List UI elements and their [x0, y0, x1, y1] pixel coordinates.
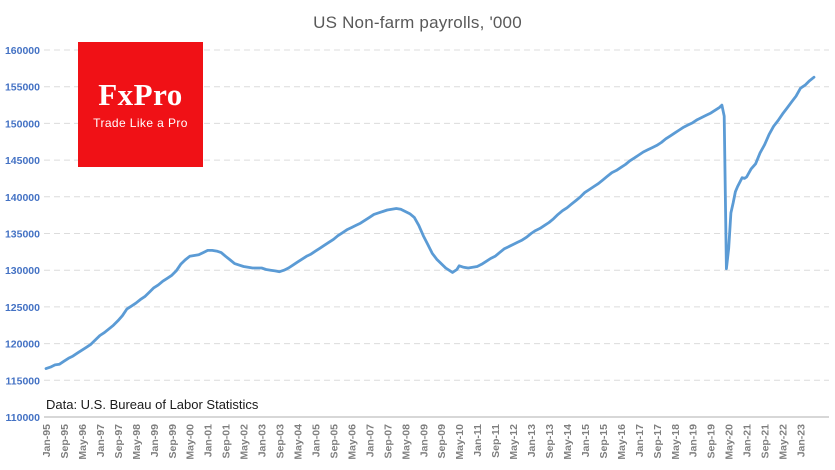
- x-tick-label: Jan-19: [688, 424, 700, 457]
- x-tick-label: Sep-21: [760, 424, 772, 459]
- fxpro-logo: FxPro Trade Like a Pro: [78, 42, 203, 167]
- x-tick-label: Sep-17: [652, 424, 664, 459]
- x-tick-label: Jan-11: [472, 424, 484, 457]
- x-tick-label: May-14: [562, 424, 574, 460]
- x-tick-label: Jan-99: [149, 424, 161, 457]
- x-tick-label: Jan-97: [95, 424, 107, 457]
- x-tick-label: Jan-13: [526, 424, 538, 457]
- y-tick-label: 130000: [5, 265, 40, 277]
- x-tick-label: May-18: [670, 424, 682, 460]
- y-tick-label: 160000: [5, 45, 40, 57]
- x-tick-label: Sep-07: [382, 424, 394, 459]
- x-tick-label: May-04: [293, 424, 305, 460]
- x-tick-label: May-10: [454, 424, 466, 460]
- y-tick-label: 135000: [5, 229, 40, 241]
- x-tick-label: Jan-05: [310, 424, 322, 457]
- fxpro-wordmark: FxPro: [98, 77, 183, 112]
- y-tick-label: 110000: [6, 412, 41, 424]
- x-tick-label: May-98: [131, 424, 143, 460]
- x-tick-label: Sep-99: [167, 424, 179, 459]
- x-tick-label: Sep-97: [113, 424, 125, 459]
- y-tick-label: 145000: [5, 155, 40, 167]
- y-tick-label: 115000: [6, 375, 41, 387]
- y-tick-label: 125000: [5, 302, 40, 314]
- x-tick-label: May-12: [508, 424, 520, 460]
- x-tick-label: May-02: [239, 424, 251, 460]
- x-tick-label: May-16: [616, 424, 628, 460]
- x-tick-label: Sep-03: [275, 424, 287, 459]
- x-tick-label: May-20: [724, 424, 736, 460]
- data-source-note: Data: U.S. Bureau of Labor Statistics: [46, 397, 259, 412]
- x-tick-label: Jan-15: [580, 424, 592, 457]
- x-tick-label: Jan-01: [203, 424, 215, 457]
- x-tick-label: Sep-11: [490, 424, 502, 458]
- x-tick-label: May-06: [346, 424, 358, 460]
- x-tick-label: Jan-07: [364, 424, 376, 457]
- x-tick-label: Sep-15: [598, 424, 610, 459]
- x-tick-label: Sep-19: [706, 424, 718, 459]
- fxpro-tagline: Trade Like a Pro: [93, 116, 188, 130]
- y-tick-label: 120000: [5, 339, 40, 351]
- x-tick-label: May-96: [77, 424, 89, 460]
- y-tick-label: 150000: [5, 118, 40, 130]
- y-tick-label: 155000: [5, 82, 40, 94]
- x-tick-label: Sep-13: [544, 424, 556, 459]
- x-tick-label: Sep-09: [436, 424, 448, 459]
- x-tick-label: May-08: [400, 424, 412, 460]
- x-tick-label: May-22: [778, 424, 790, 460]
- x-tick-label: Sep-01: [221, 424, 233, 459]
- chart-title: US Non-farm payrolls, '000: [313, 13, 522, 32]
- x-tick-label: Jan-23: [796, 424, 808, 457]
- y-tick-label: 140000: [5, 192, 40, 204]
- x-tick-label: Jan-95: [41, 424, 53, 457]
- x-tick-label: Jan-21: [742, 424, 754, 457]
- x-tick-label: Jan-03: [257, 424, 269, 457]
- payrolls-line: [44, 75, 816, 371]
- x-tick-label: Sep-95: [59, 424, 71, 459]
- x-tick-label: Jan-09: [418, 424, 430, 457]
- x-tick-label: Jan-17: [634, 424, 646, 457]
- x-tick-label: May-00: [185, 424, 197, 460]
- x-tick-label: Sep-05: [328, 424, 340, 459]
